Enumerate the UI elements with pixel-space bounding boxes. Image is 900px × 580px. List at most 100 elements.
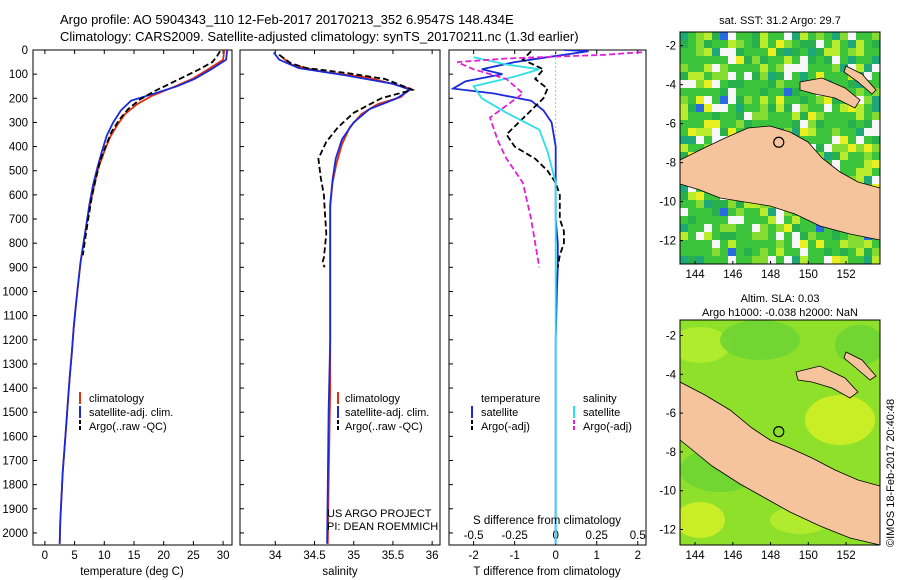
sst-cell bbox=[784, 88, 792, 96]
sst-cell bbox=[736, 120, 744, 128]
salinity-series bbox=[272, 51, 416, 544]
sst-cell bbox=[712, 48, 720, 56]
sst-cell bbox=[872, 144, 880, 152]
sst-cell bbox=[736, 112, 744, 120]
sst-cell bbox=[864, 64, 872, 72]
depth-tick-label: 800 bbox=[9, 238, 28, 250]
map-y-tick-label: -4 bbox=[666, 80, 677, 92]
legend-argo-label: Argo(..raw -QC) bbox=[345, 421, 423, 433]
imos-credit-label: ©IMOS 18-Feb-2017 20:40:48 bbox=[885, 399, 897, 547]
sst-cell bbox=[744, 112, 752, 120]
sla-argo-location-marker bbox=[773, 426, 785, 438]
sst-cell bbox=[712, 208, 720, 216]
sst-cell bbox=[800, 248, 808, 256]
sla-map-frame bbox=[679, 319, 881, 546]
sst-cell bbox=[776, 240, 784, 248]
x-tick-label: 25 bbox=[187, 550, 200, 562]
x-tick-label: 35 bbox=[347, 550, 360, 562]
series-line-argo-raw-qc- bbox=[82, 50, 221, 256]
sst-cell bbox=[800, 96, 808, 104]
sst-cell bbox=[720, 128, 728, 136]
sst-cell bbox=[864, 160, 872, 168]
sst-cell bbox=[824, 56, 832, 64]
sst-cell bbox=[728, 240, 736, 248]
sst-cell bbox=[800, 112, 808, 120]
sst-cell bbox=[800, 64, 808, 72]
x-tick-label: 15 bbox=[128, 550, 141, 562]
series-line-climatology bbox=[58, 50, 226, 544]
sst-cell bbox=[680, 224, 688, 232]
sst-cell bbox=[824, 48, 832, 56]
sst-cell bbox=[744, 248, 752, 256]
sst-cell bbox=[744, 200, 752, 208]
sst-cell bbox=[800, 72, 808, 80]
sst-cell bbox=[872, 40, 880, 48]
sst-cell bbox=[832, 56, 840, 64]
sst-cell bbox=[760, 232, 768, 240]
depth-axis: 0 100 200 300 400 500 600 700 800 900 1000 1100 1200… bbox=[2, 45, 453, 540]
sst-cell bbox=[824, 144, 832, 152]
sst-cell bbox=[816, 32, 824, 40]
sst-cell bbox=[680, 80, 688, 88]
sst-cell bbox=[800, 104, 808, 112]
sst-cell bbox=[728, 216, 736, 224]
sst-cell bbox=[864, 168, 872, 176]
sst-cell bbox=[856, 136, 864, 144]
sst-cell bbox=[832, 48, 840, 56]
difference-series bbox=[450, 50, 646, 545]
map-x-tick-label: 148 bbox=[761, 269, 780, 281]
sst-map-frame bbox=[679, 31, 881, 265]
sst-cell bbox=[864, 240, 872, 248]
sst-cell bbox=[720, 72, 728, 80]
sst-cell bbox=[856, 168, 864, 176]
sst-cell bbox=[776, 64, 784, 72]
depth-tick-label: 500 bbox=[9, 166, 28, 178]
sst-cell bbox=[792, 224, 800, 232]
depth-tick-label: 1200 bbox=[2, 335, 28, 347]
sst-cell bbox=[720, 232, 728, 240]
sst-cell bbox=[792, 48, 800, 56]
sst-cell bbox=[760, 208, 768, 216]
sst-cell bbox=[712, 120, 720, 128]
sst-cell bbox=[752, 56, 760, 64]
sst-cell bbox=[776, 216, 784, 224]
sst-cell bbox=[848, 232, 856, 240]
sst-cell bbox=[872, 56, 880, 64]
sla-field-blob bbox=[720, 320, 800, 360]
x-tick-label: -2 bbox=[469, 550, 479, 562]
sst-cell bbox=[704, 128, 712, 136]
sst-cell bbox=[768, 104, 776, 112]
sst-cell bbox=[696, 192, 704, 200]
x-tick-label: 0 bbox=[42, 550, 48, 562]
series-line-t-argo-adj- bbox=[505, 50, 565, 268]
sst-cell bbox=[872, 176, 880, 184]
sst-cell bbox=[864, 120, 872, 128]
sst-cell bbox=[864, 144, 872, 152]
sst-cell bbox=[760, 104, 768, 112]
sst-cell bbox=[680, 144, 688, 152]
sst-cell bbox=[736, 48, 744, 56]
sst-cell bbox=[744, 56, 752, 64]
map-y-tick-label: -12 bbox=[659, 524, 676, 536]
sst-cell bbox=[744, 120, 752, 128]
x-tick-label: -1 bbox=[510, 550, 520, 562]
sst-cell bbox=[816, 144, 824, 152]
sst-cell bbox=[728, 200, 736, 208]
sst-cell bbox=[824, 256, 832, 264]
legend-satellite-label: satellite-adj. clim. bbox=[345, 407, 429, 419]
sst-cell bbox=[704, 104, 712, 112]
sst-cell bbox=[736, 80, 744, 88]
sst-cell bbox=[760, 56, 768, 64]
depth-tick-label: 1300 bbox=[2, 359, 28, 371]
sla-map-title-2: Argo h1000: -0.038 h2000: NaN bbox=[702, 307, 858, 319]
sst-cell bbox=[728, 32, 736, 40]
sst-cell bbox=[808, 112, 816, 120]
sst-cell bbox=[728, 248, 736, 256]
legend-s-argo-label: Argo(-adj) bbox=[583, 421, 632, 433]
temperature-panel-frame bbox=[32, 49, 233, 546]
sst-cell bbox=[776, 232, 784, 240]
legend-climatology-label: climatology bbox=[89, 393, 145, 405]
sst-cell bbox=[680, 184, 688, 192]
sst-cell bbox=[872, 256, 880, 264]
salinity-legend: climatology satellite-adj. clim. Argo(..… bbox=[337, 392, 429, 433]
